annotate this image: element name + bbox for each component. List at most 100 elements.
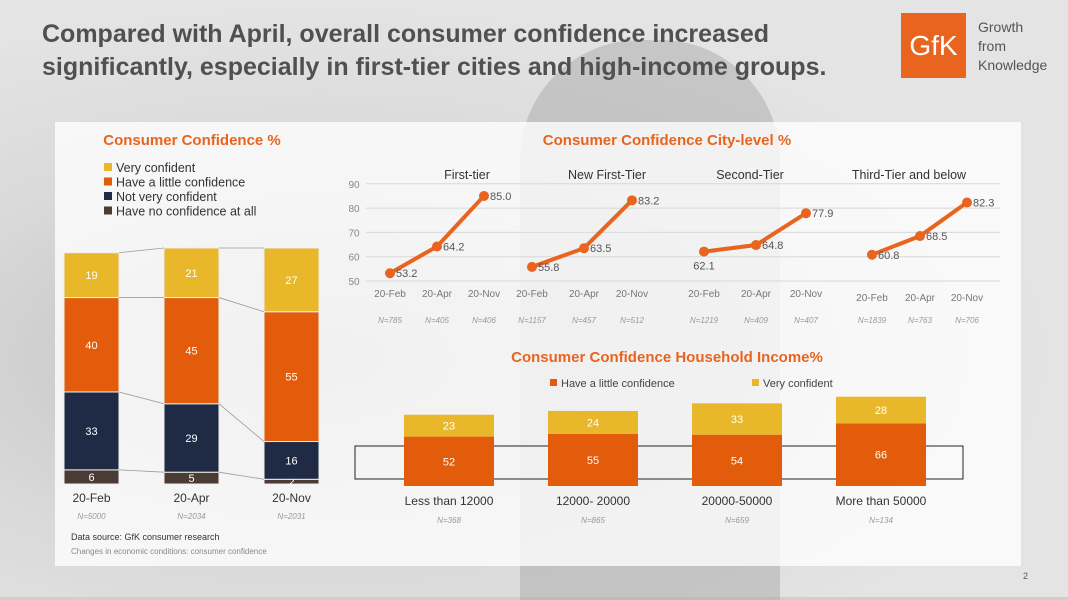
legend-label: Very confident	[763, 378, 833, 390]
panel-title: New First-Tier	[568, 168, 646, 182]
data-label: 82.3	[973, 198, 994, 210]
bar-segment	[692, 434, 782, 486]
highlight-box	[354, 445, 964, 480]
legend-swatch	[104, 177, 112, 186]
x-tick-label: More than 50000	[836, 494, 927, 508]
sample-size: N=1839	[858, 316, 887, 325]
data-point	[801, 208, 811, 219]
data-label: 45	[185, 346, 197, 358]
data-point	[627, 195, 637, 206]
sample-size: N=1157	[518, 316, 546, 325]
bar-segment	[836, 423, 926, 486]
x-tick-label: 20000-50000	[702, 494, 773, 508]
bar-segment	[263, 441, 320, 480]
y-tick-label: 80	[348, 204, 360, 215]
data-label: 64.2	[443, 241, 464, 253]
legend-label: Have no confidence at all	[116, 205, 256, 219]
x-tick-label: 12000- 20000	[556, 494, 630, 508]
data-point	[915, 231, 925, 242]
data-label: 52	[443, 456, 455, 468]
panel-title: Third-Tier and below	[852, 168, 967, 182]
connector-line	[118, 469, 165, 473]
footnote: Changes in economic conditions: consumer…	[71, 547, 267, 556]
x-tick-label: 20-Apr	[741, 289, 772, 300]
data-label: 24	[587, 417, 599, 429]
data-point	[527, 261, 537, 272]
data-label: 68.5	[926, 231, 947, 243]
sample-size: N=763	[908, 316, 932, 325]
x-tick-label: 20-Feb	[374, 289, 406, 300]
legend-swatch	[104, 163, 112, 171]
data-point	[751, 240, 761, 251]
data-label: 53.2	[396, 268, 417, 280]
data-point	[867, 249, 877, 260]
legend-label: Have a little confidence	[116, 176, 245, 190]
data-source: Data source: GfK consumer research	[71, 532, 220, 542]
sample-size: N=2031	[277, 512, 305, 521]
data-point	[385, 268, 395, 279]
bar-segment	[63, 297, 120, 393]
sample-size: N=405	[425, 316, 449, 325]
x-tick-label: 20-Feb	[856, 293, 888, 304]
legend-swatch	[104, 206, 112, 215]
sample-size: N=865	[581, 516, 605, 525]
sample-size: N=706	[955, 316, 979, 325]
bar-segment	[63, 391, 120, 471]
data-label: 77.9	[812, 208, 833, 220]
bar-segment	[548, 433, 638, 486]
legend-label: Have a little confidence	[561, 378, 675, 390]
x-tick-label: 20-Nov	[790, 289, 822, 300]
page-number: 2	[1022, 571, 1028, 581]
legend-swatch	[104, 192, 112, 200]
logo-tagline: Growth from Knowledge	[978, 18, 1068, 75]
data-label: 16	[285, 455, 297, 467]
gfk-logo: GfK	[901, 13, 966, 78]
sample-size: N=785	[378, 316, 402, 325]
tagline-line: Knowledge	[978, 57, 1048, 73]
connector-line	[118, 391, 165, 405]
y-tick-label: 90	[348, 180, 360, 191]
data-label: 55.8	[538, 262, 559, 274]
data-label: 83.2	[638, 195, 659, 207]
data-label: 19	[85, 270, 97, 282]
data-label: 29	[185, 433, 197, 445]
data-label: 64.8	[762, 240, 783, 252]
bar-segment	[163, 297, 220, 405]
y-tick-label: 70	[348, 228, 360, 239]
data-label: 21	[185, 268, 197, 280]
y-tick-label: 50	[348, 277, 360, 288]
data-label: 62.1	[693, 261, 714, 273]
tagline-line: Growth	[978, 19, 1024, 35]
sample-size: N=457	[572, 316, 596, 325]
connector-line	[218, 403, 265, 442]
x-tick-label: Less than 12000	[405, 494, 494, 508]
data-label: 2	[288, 477, 294, 489]
sample-size: N=2034	[177, 512, 206, 521]
bar-segment	[692, 403, 782, 435]
legend-label: Not very confident	[116, 190, 217, 204]
panel-title: First-tier	[444, 168, 490, 182]
data-label: 6	[88, 472, 94, 484]
panel-title: Second-Tier	[716, 168, 784, 182]
data-label: 55	[587, 455, 599, 467]
chart-title: Consumer Confidence City-level %	[543, 132, 791, 149]
x-tick-label: 20-Nov	[616, 289, 648, 300]
tagline-line: from	[978, 38, 1006, 54]
data-label: 23	[443, 421, 455, 433]
y-tick-label: 60	[348, 253, 360, 264]
sample-size: N=368	[437, 516, 461, 525]
sample-size: N=1219	[690, 316, 719, 325]
data-label: 66	[875, 450, 887, 462]
x-tick-label: 20-Apr	[905, 293, 936, 304]
bar-segment	[548, 410, 638, 434]
connector-line	[118, 247, 165, 254]
series-line	[871, 200, 969, 257]
sample-size: N=134	[869, 516, 893, 525]
bar-segment	[836, 396, 926, 424]
data-label: 85.0	[490, 191, 511, 203]
series-line	[389, 194, 486, 275]
legend-label: Very confident	[116, 161, 196, 175]
bar-segment	[63, 252, 120, 299]
x-tick-label: 20-Apr	[569, 289, 600, 300]
